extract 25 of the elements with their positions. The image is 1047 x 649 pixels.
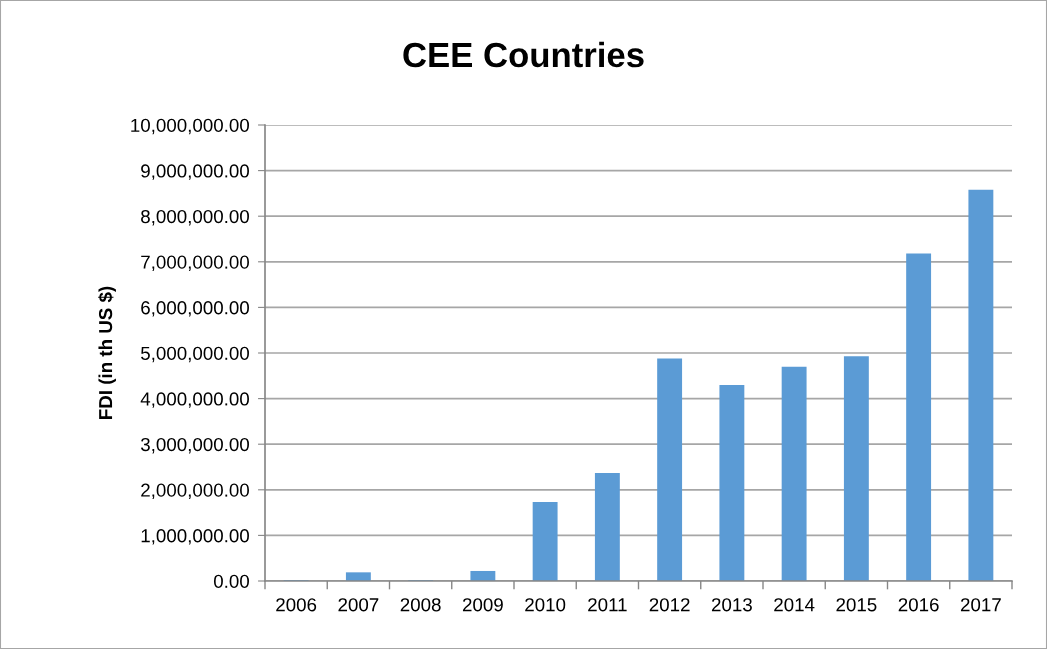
x-tick-label: 2008 xyxy=(400,598,441,612)
y-tick-label: 6,000,000.00 xyxy=(141,301,249,317)
x-tick-label: 2011 xyxy=(588,598,627,612)
y-tick-label: 4,000,000.00 xyxy=(140,392,249,408)
y-tick-label: 9,000,000.00 xyxy=(141,164,249,180)
y-tick-label: 3,000,000.00 xyxy=(140,437,249,454)
x-tick-label: 2013 xyxy=(711,598,752,612)
x-tick-label: 2006 xyxy=(276,598,317,612)
y-tick-label: 2,000,000.00 xyxy=(141,483,249,499)
x-tick-label: 2012 xyxy=(649,598,690,612)
y-axis-title: FDI (in th US $) xyxy=(98,286,116,419)
x-tick-label: 2010 xyxy=(525,598,566,612)
y-tick-label: 0.00 xyxy=(213,574,249,588)
x-tick-label: 2009 xyxy=(462,598,503,612)
x-tick-label: 2017 xyxy=(960,598,1001,612)
y-tick-label: 7,000,000.00 xyxy=(141,255,249,271)
y-tick-label: 10,000,000.00 xyxy=(131,118,249,135)
x-tick-label: 2007 xyxy=(338,598,379,612)
x-tick-label: 2016 xyxy=(898,598,939,612)
x-tick-label: 2015 xyxy=(836,598,877,612)
y-tick-label: 5,000,000.00 xyxy=(141,346,249,363)
y-tick-label: 8,000,000.00 xyxy=(141,209,249,226)
chart-title: CEE Countries xyxy=(403,41,644,68)
x-tick-label: 2014 xyxy=(774,598,815,612)
y-tick-label: 1,000,000.00 xyxy=(141,529,249,545)
